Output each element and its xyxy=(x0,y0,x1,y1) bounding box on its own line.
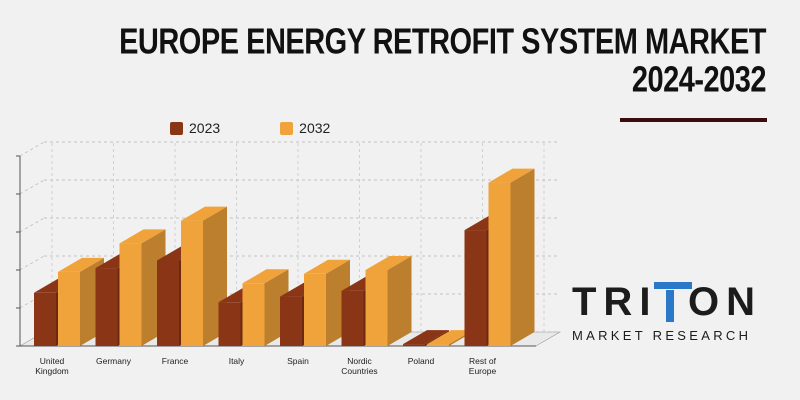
bar-2023 xyxy=(403,344,425,346)
logo-word-left: TRI xyxy=(572,280,658,324)
chart-title-line1: EUROPE ENERGY RETROFIT SYSTEM MARKET xyxy=(119,22,766,62)
logo-tagline: MARKET RESEARCH xyxy=(572,328,752,343)
gridline-depth xyxy=(19,293,45,309)
logo-word-right: ON xyxy=(688,280,762,324)
legend-label-2023: 2023 xyxy=(189,120,221,136)
bar-top-2032 xyxy=(58,257,104,272)
legend-item-2023: 2023 xyxy=(170,120,220,136)
logo-wordmark: TRI ON xyxy=(572,282,762,322)
logo-t-mark xyxy=(657,282,682,322)
gridline-depth xyxy=(19,141,45,157)
gridline-depth xyxy=(19,179,45,195)
bar-2023 xyxy=(34,292,56,346)
bar-2023 xyxy=(95,268,118,346)
legend-item-2032: 2032 xyxy=(280,120,330,136)
bar-top-2032 xyxy=(365,256,412,270)
bar-2023 xyxy=(157,260,179,346)
x-tick-label: United Kingdom xyxy=(35,356,69,376)
bar-2032 xyxy=(427,344,449,346)
x-tick-label: Germany xyxy=(96,356,132,366)
x-tick-label: Spain xyxy=(287,356,309,366)
bar-2032 xyxy=(181,220,203,346)
bar-2032 xyxy=(58,271,80,346)
gridline-depth xyxy=(19,255,45,271)
chart-title-line2: 2024-2032 xyxy=(631,60,767,100)
bar-top-2032 xyxy=(242,269,289,284)
x-tick-label: France xyxy=(162,356,189,366)
bar-2032 xyxy=(119,243,142,346)
legend-swatch-2032 xyxy=(280,121,294,135)
bar-top-2032 xyxy=(488,168,535,183)
bar-top-2032 xyxy=(304,259,350,274)
chart-legend: 2023 2032 xyxy=(170,120,330,136)
logo-accent-bar xyxy=(654,282,692,289)
bar-2023 xyxy=(341,290,364,346)
x-tick-label: Poland xyxy=(408,356,435,366)
bar-2023 xyxy=(218,302,241,346)
legend-swatch-2023 xyxy=(170,121,183,135)
bar-2032 xyxy=(304,273,326,346)
bar-top-2032 xyxy=(119,229,166,244)
bar-top-2032 xyxy=(427,330,473,345)
title-underline xyxy=(620,118,767,122)
legend-label-2032: 2032 xyxy=(299,120,331,136)
bar-2023 xyxy=(464,230,487,346)
triton-logo: TRI ON MARKET RESEARCH xyxy=(572,282,762,343)
x-tick-label: Nordic Countries xyxy=(341,356,377,376)
bar-top-2023 xyxy=(403,330,449,345)
x-tick-label: Rest of Europe xyxy=(469,356,497,376)
bar-2032 xyxy=(488,182,511,346)
bar-2032 xyxy=(365,270,388,346)
gridline-depth xyxy=(19,217,45,233)
bar-side-2032 xyxy=(387,256,412,346)
bar-2023 xyxy=(280,296,302,346)
bar-top-2032 xyxy=(181,206,227,221)
bar-2032 xyxy=(242,283,265,346)
x-tick-label: Italy xyxy=(229,356,245,366)
gridline-depth xyxy=(19,331,45,347)
bar-side-2032 xyxy=(510,168,535,346)
